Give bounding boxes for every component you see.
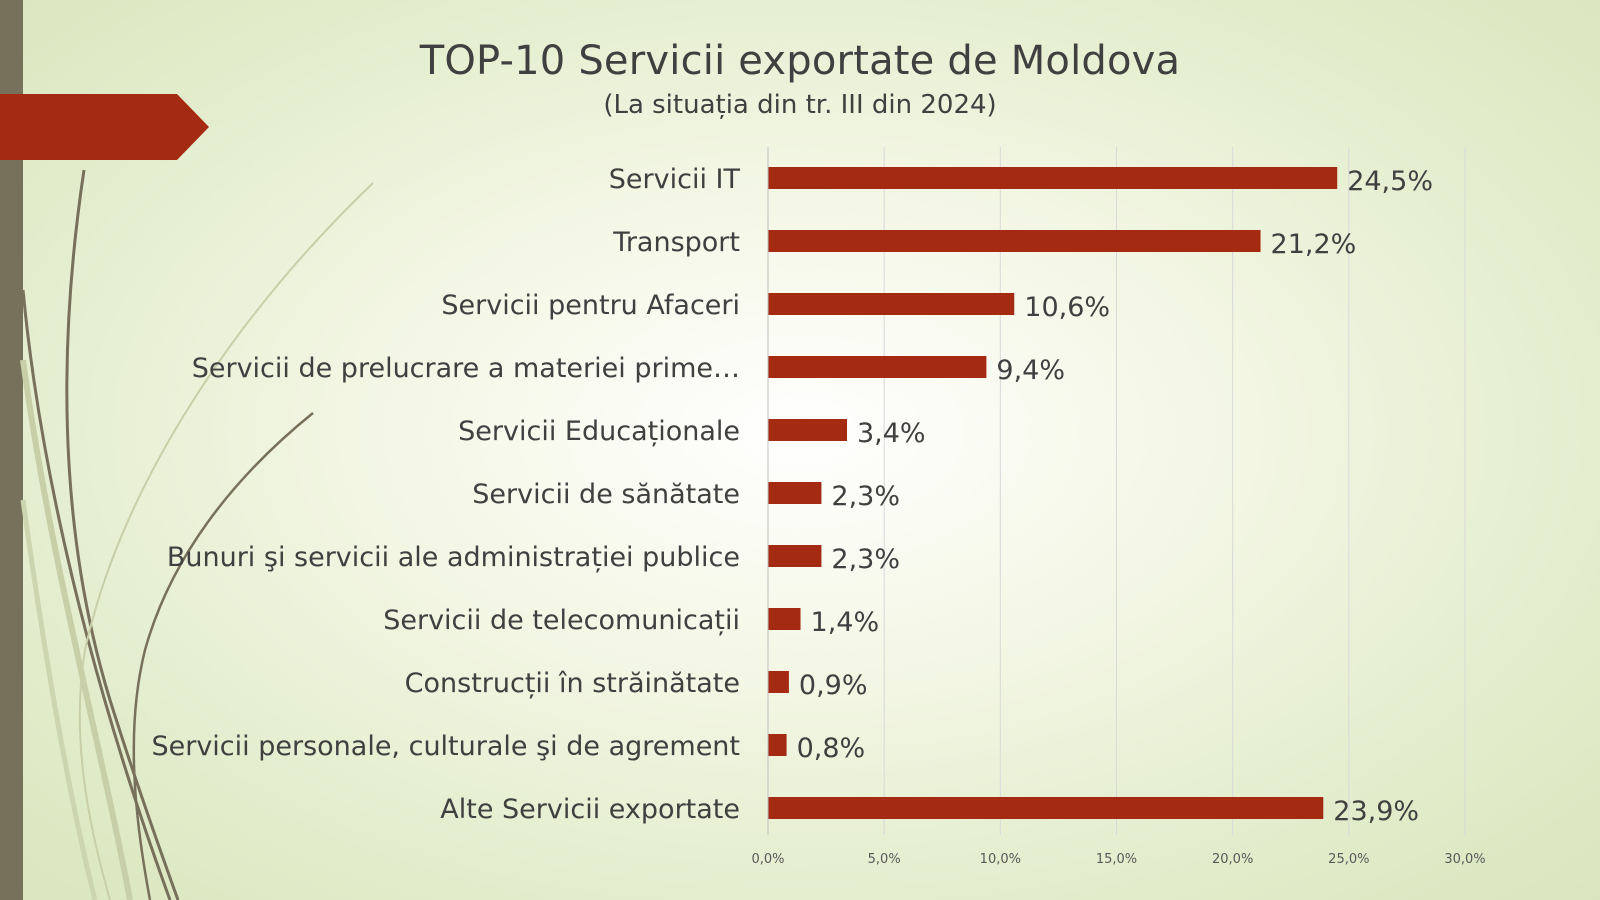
category-label: Alte Servicii exportate <box>440 794 740 825</box>
x-tick-label: 25,0% <box>1328 852 1369 867</box>
x-tick-label: 0,0% <box>751 852 784 867</box>
bar <box>768 356 987 378</box>
bar <box>768 230 1261 252</box>
data-label: 10,6% <box>1024 292 1110 323</box>
x-tick-label: 5,0% <box>868 852 901 867</box>
bar <box>768 797 1324 819</box>
data-label: 3,4% <box>857 418 926 449</box>
data-label: 23,9% <box>1333 796 1419 827</box>
data-label: 21,2% <box>1271 229 1357 260</box>
category-label: Servicii de telecomunicații <box>383 605 740 636</box>
bar <box>768 167 1338 189</box>
data-label: 9,4% <box>996 355 1065 386</box>
bar <box>768 545 822 567</box>
bar <box>768 293 1015 315</box>
data-label: 1,4% <box>811 607 880 638</box>
chart-subtitle: (La situația din tr. III din 2024) <box>603 90 997 120</box>
decorative-curve-3 <box>132 412 314 900</box>
category-label: Servicii de prelucrare a materiei prime… <box>192 353 740 384</box>
x-tick-label: 15,0% <box>1096 852 1137 867</box>
left-sidebar-bar <box>0 0 23 900</box>
decorative-curve-2 <box>21 289 172 900</box>
bar <box>768 671 789 693</box>
bar <box>768 419 847 441</box>
category-label: Servicii personale, culturale şi de agre… <box>151 731 740 762</box>
x-tick-label: 20,0% <box>1212 852 1253 867</box>
data-label: 2,3% <box>831 544 900 575</box>
category-label: Servicii de sănătate <box>472 479 740 510</box>
category-label: Bunuri şi servicii ale administrației pu… <box>167 542 740 573</box>
chart-title: TOP-10 Servicii exportate de Moldova <box>419 38 1181 84</box>
category-label: Servicii IT <box>609 164 741 195</box>
category-label: Servicii Educaționale <box>458 416 740 447</box>
accent-arrow-tab <box>0 94 209 160</box>
bar <box>768 608 801 630</box>
category-label: Servicii pentru Afaceri <box>441 290 740 321</box>
data-label: 2,3% <box>831 481 900 512</box>
data-label: 0,9% <box>799 670 868 701</box>
category-label: Transport <box>612 227 740 258</box>
x-tick-label: 10,0% <box>980 852 1021 867</box>
decorative-curve-5 <box>20 359 133 900</box>
category-label: Construcții în străinătate <box>405 668 740 699</box>
decorative-curve-6 <box>20 499 98 900</box>
decorative-curve-4 <box>78 182 374 900</box>
x-tick-label: 30,0% <box>1444 852 1485 867</box>
bar <box>768 482 822 504</box>
data-label: 0,8% <box>797 733 866 764</box>
decorative-curve-1 <box>65 169 180 900</box>
data-label: 24,5% <box>1347 166 1433 197</box>
bar <box>768 734 787 756</box>
